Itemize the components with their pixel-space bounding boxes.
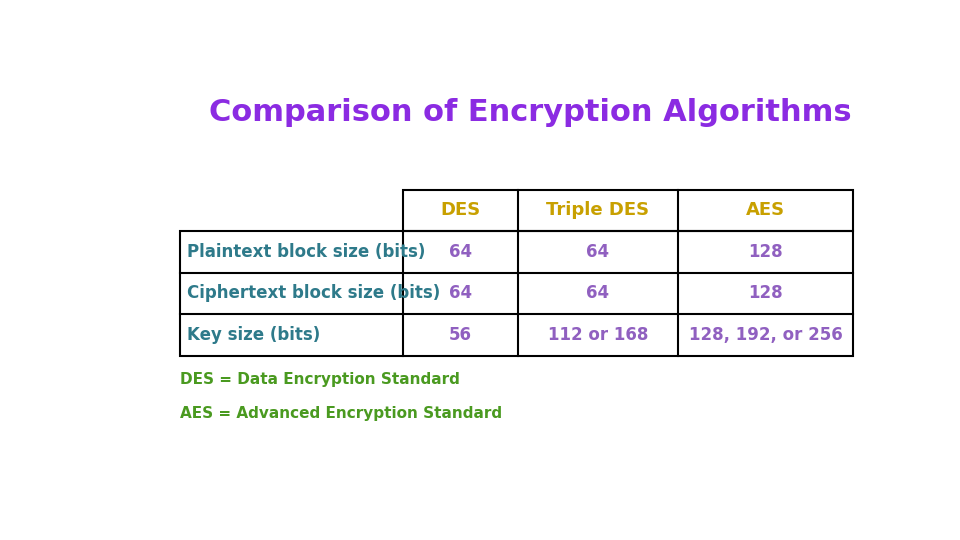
Text: Triple DES: Triple DES [546, 201, 650, 219]
Text: Key size (bits): Key size (bits) [187, 326, 321, 344]
Bar [180, 231, 852, 356]
Text: 128: 128 [748, 243, 782, 261]
Text: AES: AES [746, 201, 785, 219]
Text: Comparison of Encryption Algorithms: Comparison of Encryption Algorithms [209, 98, 852, 127]
Text: DES = Data Encryption Standard: DES = Data Encryption Standard [180, 373, 460, 388]
Text: 64: 64 [449, 285, 472, 302]
Bar [403, 190, 852, 231]
Text: Plaintext block size (bits): Plaintext block size (bits) [187, 243, 425, 261]
Text: 64: 64 [449, 243, 472, 261]
Text: 112 or 168: 112 or 168 [548, 326, 648, 344]
Text: 128, 192, or 256: 128, 192, or 256 [688, 326, 842, 344]
Text: 64: 64 [587, 285, 610, 302]
Text: 128: 128 [748, 285, 782, 302]
Text: Ciphertext block size (bits): Ciphertext block size (bits) [187, 285, 441, 302]
Text: 56: 56 [449, 326, 472, 344]
Text: 64: 64 [587, 243, 610, 261]
Text: AES = Advanced Encryption Standard: AES = Advanced Encryption Standard [180, 406, 502, 421]
Text: DES: DES [441, 201, 481, 219]
